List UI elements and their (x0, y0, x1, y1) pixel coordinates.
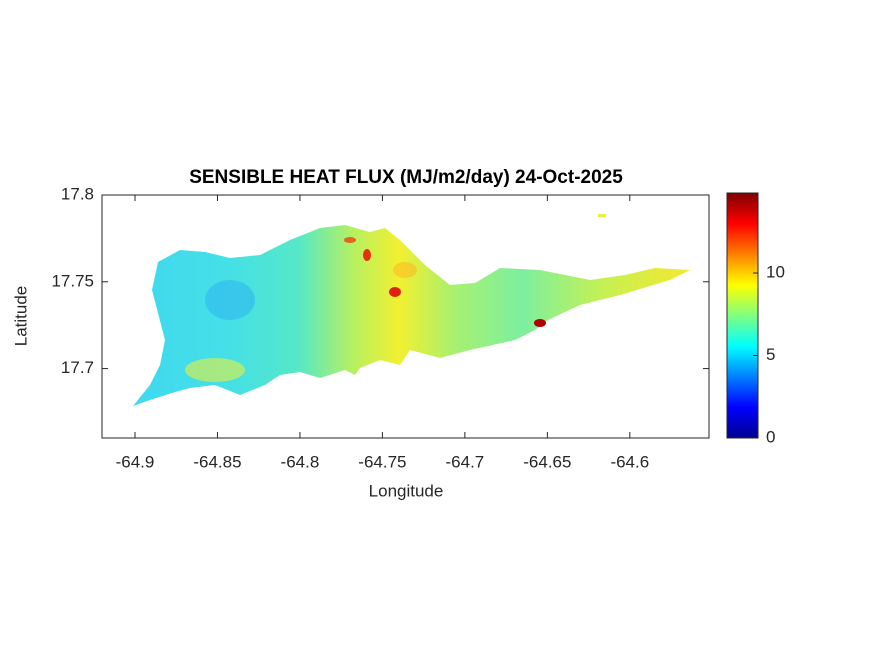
islet (598, 214, 606, 217)
colorbar-tick-label: 10 (766, 263, 785, 282)
hot-spot (363, 249, 371, 261)
chart-title: SENSIBLE HEAT FLUX (MJ/m2/day) 24-Oct-20… (189, 167, 623, 188)
colorbar (726, 192, 759, 439)
x-tick-label: -64.6 (610, 452, 649, 471)
x-tick-label: -64.75 (358, 452, 406, 471)
warm-patch (393, 262, 417, 278)
high-patch (185, 358, 245, 382)
x-tick-label: -64.7 (446, 452, 485, 471)
y-tick-label: 17.75 (51, 271, 94, 290)
land-raster (133, 225, 690, 406)
x-tick-label: -64.8 (281, 452, 320, 471)
hot-spot (534, 319, 546, 327)
x-axis-label: Longitude (369, 481, 444, 500)
axes: -64.9 -64.85 -64.8 -64.75 -64.7 -64.65 -64.6 17… (51, 184, 784, 471)
low-patch (205, 280, 255, 320)
hot-spot (389, 287, 401, 297)
x-tick-label: -64.85 (193, 452, 241, 471)
y-tick-label: 17.8 (61, 184, 94, 203)
x-tick-label: -64.9 (116, 452, 155, 471)
colorbar-tick-label: 5 (766, 345, 775, 364)
colorbar-tick-label: 0 (766, 427, 775, 446)
y-axis-label: Latitude (11, 286, 30, 347)
hot-spot (344, 237, 356, 243)
x-tick-label: -64.65 (523, 452, 571, 471)
island (133, 214, 690, 406)
y-tick-label: 17.7 (61, 358, 94, 377)
